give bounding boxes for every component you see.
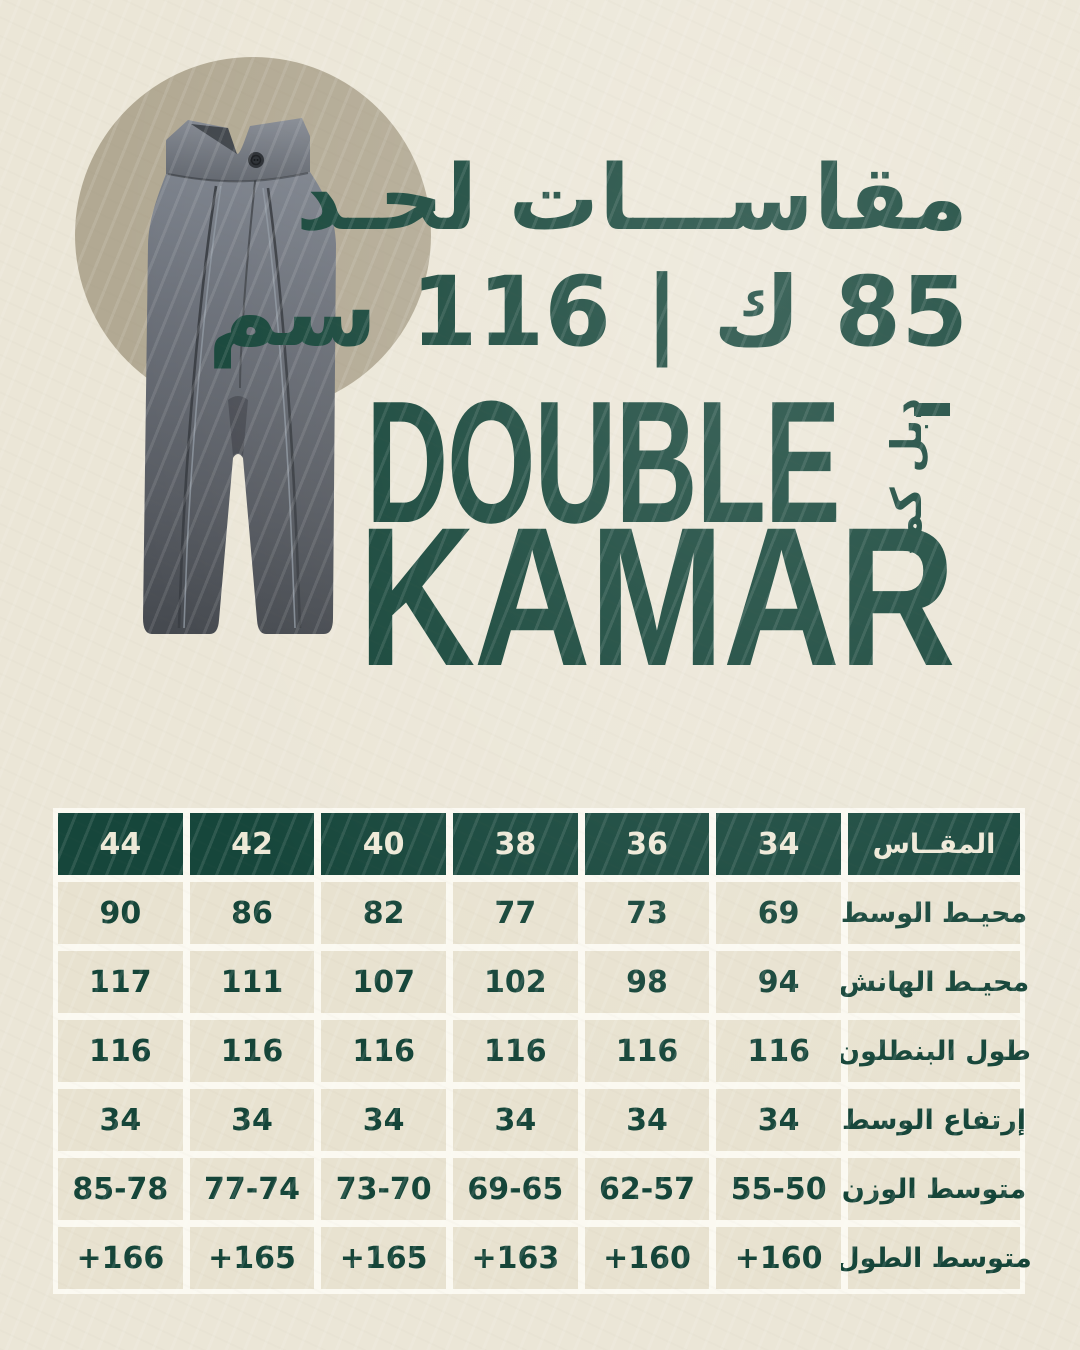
size-value-cell: +163 bbox=[453, 1227, 578, 1289]
headline: مقاســـات لحـد 85 ك | 116 سم bbox=[208, 146, 968, 369]
size-value-cell: 102 bbox=[453, 951, 578, 1013]
size-value-cell: 77 bbox=[453, 882, 578, 944]
brand-dash bbox=[914, 403, 950, 416]
size-value-cell: 116 bbox=[321, 1020, 447, 1082]
size-value-cell: 116 bbox=[189, 1020, 315, 1082]
size-value-cell: +160 bbox=[716, 1227, 841, 1289]
measure-label-cell: طول البنطلون bbox=[837, 1020, 1031, 1082]
waistband-button bbox=[248, 152, 264, 168]
size-value-cell: +160 bbox=[584, 1227, 710, 1289]
brand-word-double: DOUBLE bbox=[366, 364, 841, 559]
brand-word-kamar: KAMAR bbox=[358, 486, 956, 707]
trousers-legs bbox=[143, 172, 336, 634]
trousers-waistband bbox=[166, 118, 310, 182]
measure-label-cell: إرتفاع الوسط bbox=[842, 1089, 1026, 1151]
size-value-cell: 34 bbox=[453, 1089, 578, 1151]
size-value-cell: 116 bbox=[584, 1020, 710, 1082]
size-value-cell: 69 bbox=[716, 882, 841, 944]
size-value-cell: 85-78 bbox=[58, 1158, 183, 1220]
size-header-cell: 40 bbox=[321, 813, 447, 875]
size-header-cell: 34 bbox=[716, 813, 841, 875]
size-value-cell: 86 bbox=[189, 882, 315, 944]
size-value-cell: 116 bbox=[58, 1020, 183, 1082]
size-value-cell: +165 bbox=[321, 1227, 447, 1289]
size-header-cell: 42 bbox=[189, 813, 315, 875]
size-value-cell: 73-70 bbox=[321, 1158, 447, 1220]
size-value-cell: 90 bbox=[58, 882, 183, 944]
size-value-cell: 117 bbox=[58, 951, 183, 1013]
size-value-cell: 116 bbox=[453, 1020, 578, 1082]
size-value-cell: 55-50 bbox=[716, 1158, 841, 1220]
size-value-cell: 82 bbox=[321, 882, 447, 944]
size-value-cell: +165 bbox=[189, 1227, 315, 1289]
size-header-cell: 36 bbox=[584, 813, 710, 875]
measure-label-cell: محيـط الهانش bbox=[839, 951, 1029, 1013]
headline-arabic-line2: 85 ك | 116 سم bbox=[207, 256, 968, 369]
waistband-fold-shadow bbox=[191, 124, 237, 154]
size-value-cell: 34 bbox=[189, 1089, 315, 1151]
size-value-cell: 94 bbox=[716, 951, 841, 1013]
size-value-cell: 34 bbox=[58, 1089, 183, 1151]
headline-arabic-line1: مقاســـات لحـد bbox=[295, 146, 968, 251]
size-value-cell: 116 bbox=[716, 1020, 841, 1082]
size-header-cell: 44 bbox=[58, 813, 183, 875]
size-value-cell: +166 bbox=[58, 1227, 183, 1289]
size-value-cell: 34 bbox=[584, 1089, 710, 1151]
size-header-cell: 38 bbox=[453, 813, 578, 875]
size-value-cell: 111 bbox=[189, 951, 315, 1013]
size-header-label-cell: المقــاس bbox=[848, 813, 1020, 875]
size-value-cell: 73 bbox=[584, 882, 710, 944]
size-value-cell: 34 bbox=[321, 1089, 447, 1151]
size-value-cell: 34 bbox=[716, 1089, 841, 1151]
size-table: المقــاس 34 36 38 40 42 44 محيـط الوسط 69 73 77 82 8… bbox=[53, 808, 1032, 1294]
measure-label-cell: محيـط الوسط bbox=[841, 882, 1027, 944]
measure-label-cell: متوسط الوزن bbox=[842, 1158, 1026, 1220]
size-value-cell: 69-65 bbox=[453, 1158, 578, 1220]
size-value-cell: 98 bbox=[584, 951, 710, 1013]
size-value-cell: 107 bbox=[321, 951, 447, 1013]
inner-leg-shadow bbox=[228, 396, 248, 456]
size-value-cell: 77-74 bbox=[189, 1158, 315, 1220]
measure-label-cell: متوسط الطول bbox=[836, 1227, 1032, 1289]
product-photo-trousers bbox=[143, 118, 336, 634]
size-value-cell: 62-57 bbox=[584, 1158, 710, 1220]
